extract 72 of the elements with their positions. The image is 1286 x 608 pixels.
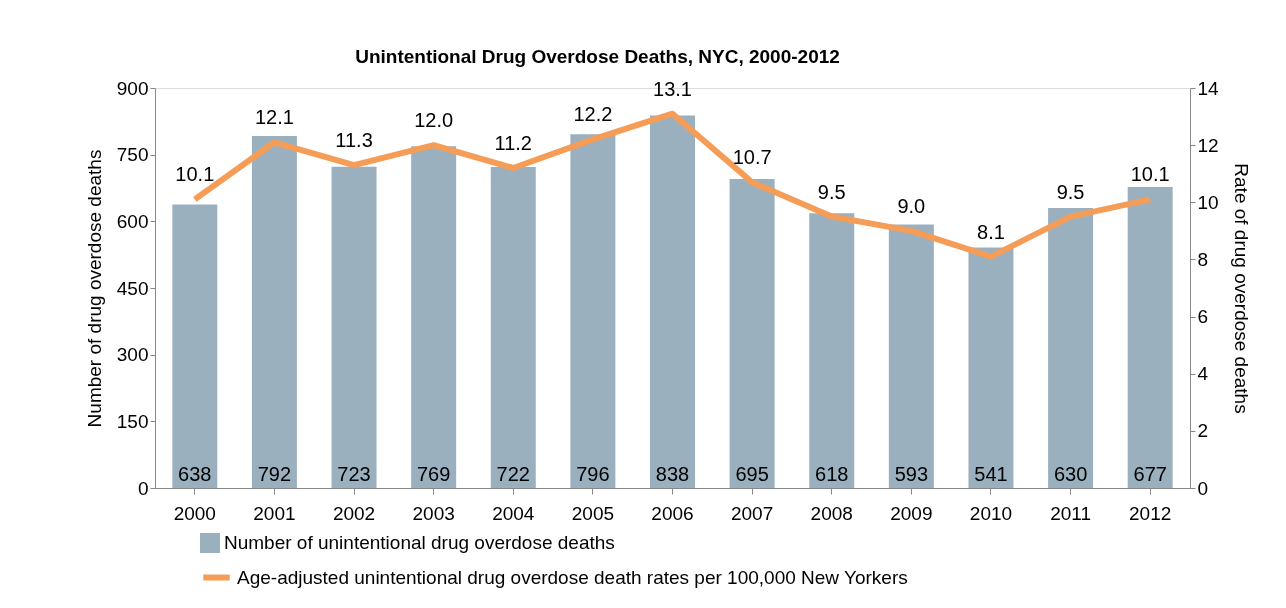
data-label: 769: [416, 463, 451, 485]
legend-label: Number of unintentional drug overdose deaths: [224, 532, 615, 553]
data-label: 796: [576, 463, 610, 485]
chart-title: Unintentional Drug Overdose Deaths, NYC, 2000-2012: [355, 46, 840, 67]
legend-label: Age-adjusted unintentional drug overdose death rates per 100,000 New Yorkers: [237, 566, 908, 588]
data-label: 722: [496, 463, 530, 485]
data-label: 792: [257, 463, 292, 485]
data-label: 9.5: [817, 180, 846, 203]
y-tick-label: 600: [116, 210, 149, 232]
data-label: 9.0: [897, 194, 926, 217]
data-label: 618: [815, 463, 849, 485]
data-label: 11.2: [494, 132, 532, 154]
x-tick-label: 2001: [253, 502, 296, 524]
bar: [809, 213, 855, 488]
data-label: 630: [1053, 463, 1088, 485]
bar: [968, 247, 1014, 488]
y-tick-label: 300: [116, 344, 149, 366]
data-label: 12.0: [414, 109, 454, 132]
data-label: 677: [1133, 463, 1167, 485]
x-tick-label: 2008: [810, 502, 853, 524]
x-tick-label: 2011: [1050, 502, 1092, 524]
y2-tick-label: 2: [1197, 420, 1209, 442]
data-label: 695: [735, 463, 769, 485]
y-tick-label: 750: [116, 144, 149, 166]
y2-tick-label: 12: [1197, 134, 1219, 156]
data-label: 593: [894, 463, 929, 485]
bar: [1048, 208, 1094, 488]
y2-tick-label: 14: [1197, 77, 1220, 99]
y2-tick-label: 6: [1197, 306, 1209, 328]
bar: [1127, 187, 1173, 488]
bar: [729, 179, 775, 488]
bar: [490, 167, 536, 488]
y2-tick-label: 4: [1197, 363, 1209, 385]
data-label: 638: [178, 463, 212, 485]
bar: [411, 146, 457, 488]
data-label: 12.2: [573, 103, 613, 126]
y-tick-label: 150: [116, 410, 149, 432]
x-tick-label: 2012: [1129, 502, 1172, 524]
y2-tick-label: 8: [1197, 248, 1209, 270]
x-tick-label: 2006: [651, 502, 694, 524]
y-tick-label: 0: [137, 477, 149, 499]
x-tick-label: 2005: [571, 502, 615, 524]
data-label: 9.5: [1056, 180, 1085, 203]
y-tick-label: 900: [116, 77, 149, 99]
data-label: 8.1: [977, 220, 1005, 243]
x-tick-label: 2003: [412, 502, 455, 524]
data-label: 723: [337, 463, 371, 485]
bar: [331, 166, 377, 488]
data-label: 10.7: [732, 146, 772, 169]
bar: [650, 115, 695, 488]
y-tick-label: 450: [116, 277, 149, 299]
data-label: 13.1: [653, 77, 692, 100]
x-tick-label: 2002: [332, 502, 376, 524]
data-label: 838: [655, 463, 690, 485]
bar: [570, 134, 616, 488]
bar: [888, 224, 934, 488]
y2-tick-label: 10: [1197, 191, 1219, 213]
x-tick-label: 2000: [173, 502, 216, 524]
x-tick-label: 2004: [492, 502, 535, 524]
x-tick-label: 2010: [969, 502, 1013, 524]
bar: [172, 204, 218, 488]
y-axis-title: Number of drug overdose deaths: [83, 149, 105, 428]
data-label: 12.1: [254, 106, 294, 129]
y2-axis-title: Rate of drug overdose deaths: [1230, 163, 1252, 414]
y2-tick-label: 0: [1197, 477, 1209, 499]
data-label: 11.3: [335, 129, 373, 152]
x-tick-label: 2009: [890, 502, 933, 524]
bar: [251, 136, 297, 488]
data-label: 10.1: [1130, 163, 1170, 186]
data-label: 541: [974, 463, 1008, 485]
data-label: 10.1: [175, 163, 215, 186]
x-tick-label: 2007: [730, 502, 774, 524]
